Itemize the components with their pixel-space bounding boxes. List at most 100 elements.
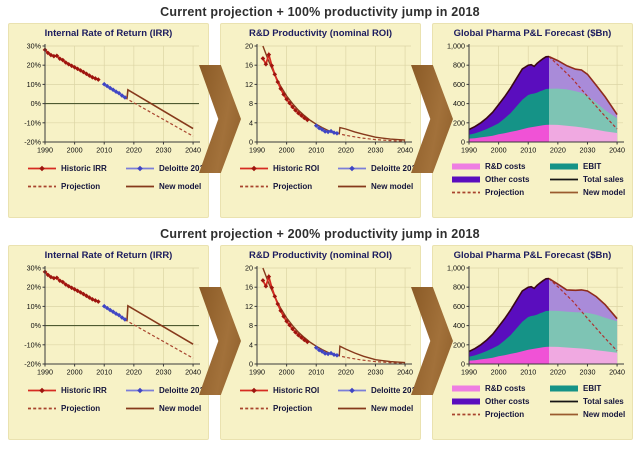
legend-swatch-icon [550, 400, 578, 403]
legend-swatch-icon [338, 387, 366, 394]
legend-label: Deloitte 2017 [371, 386, 421, 395]
svg-text:20%: 20% [27, 61, 42, 70]
legend-label: Historic IRR [61, 386, 107, 395]
svg-text:2010: 2010 [96, 368, 112, 377]
chart-legend: Historic IRR Deloitte 2017 Projection New m… [15, 163, 208, 192]
chart-canvas: 1990 2000 2010 2020 2030 2040 30% 20% 10% 0% -10% -… [15, 41, 204, 159]
legend-swatch-icon [240, 387, 268, 394]
legend-item: R&D costs [451, 383, 547, 394]
legend-label: New model [371, 182, 414, 191]
legend-swatch-icon [550, 191, 578, 194]
legend-item: Historic IRR [27, 385, 123, 396]
svg-text:2000: 2000 [279, 368, 295, 377]
legend-swatch-icon [338, 165, 366, 172]
legend-swatch-icon [452, 191, 480, 194]
legend-swatch-icon [550, 178, 578, 181]
legend-swatch-icon [452, 163, 480, 170]
svg-text:2000: 2000 [279, 146, 295, 155]
legend-item: New model [549, 187, 625, 198]
svg-text:400: 400 [453, 99, 465, 108]
legend-swatch-icon [338, 407, 366, 410]
legend-item: EBIT [549, 161, 625, 172]
legend-label: Deloitte 2017 [159, 386, 209, 395]
svg-text:20: 20 [245, 264, 253, 273]
svg-text:20%: 20% [27, 283, 42, 292]
svg-text:1990: 1990 [461, 146, 477, 155]
chart-legend: Historic ROI Deloitte 2017 Projection New m… [227, 163, 420, 192]
panel-row: Internal Rate of Return (IRR) 1990 2000 20… [0, 23, 640, 218]
legend-label: Total sales [583, 175, 624, 184]
svg-text:4: 4 [249, 340, 253, 349]
svg-text:1,000: 1,000 [447, 42, 465, 51]
legend-label: Historic IRR [61, 164, 107, 173]
legend-swatch-icon [240, 165, 268, 172]
legend-label: Other costs [485, 397, 530, 406]
svg-text:2030: 2030 [367, 146, 383, 155]
section-title: Current projection + 200% productivity j… [160, 227, 480, 241]
svg-text:2040: 2040 [185, 368, 201, 377]
legend-item: Deloitte 2017 [337, 385, 420, 396]
panel-row: Internal Rate of Return (IRR) 1990 2000 20… [0, 245, 640, 440]
svg-text:-20%: -20% [24, 138, 41, 147]
legend-item: New model [125, 403, 208, 414]
legend-item: New model [549, 409, 625, 420]
svg-text:2020: 2020 [338, 146, 354, 155]
chart-title: R&D Productivity (nominal ROI) [248, 28, 393, 39]
svg-text:0%: 0% [31, 99, 42, 108]
svg-text:0: 0 [249, 138, 253, 147]
legend-label: R&D costs [485, 384, 526, 393]
legend-label: Historic ROI [273, 164, 320, 173]
svg-text:10%: 10% [27, 80, 42, 89]
svg-text:2020: 2020 [550, 368, 566, 377]
chart-legend: Historic ROI Deloitte 2017 Projection New m… [227, 385, 420, 414]
svg-text:2020: 2020 [550, 146, 566, 155]
svg-text:10%: 10% [27, 302, 42, 311]
legend-label: New model [371, 404, 414, 413]
svg-text:30%: 30% [27, 264, 42, 273]
legend-label: Total sales [583, 397, 624, 406]
legend-label: Projection [273, 404, 313, 413]
chart-legend: R&D costs EBIT Other costs Total sales Proje… [439, 383, 626, 420]
legend-label: Deloitte 2017 [371, 164, 421, 173]
legend-item: Projection [451, 187, 547, 198]
legend-item: Deloitte 2017 [125, 163, 208, 174]
legend-swatch-icon [126, 407, 154, 410]
legend-swatch-icon [338, 185, 366, 188]
legend-swatch-icon [28, 185, 56, 188]
chart-legend: R&D costs EBIT Other costs Total sales Proje… [439, 161, 626, 198]
legend-item: Projection [239, 181, 335, 192]
legend-swatch-icon [452, 398, 480, 405]
chart-canvas: 1990 2000 2010 2020 2030 2040 30% 20% 10% 0% -10% -… [15, 263, 204, 381]
svg-text:1990: 1990 [461, 368, 477, 377]
legend-item: Other costs [451, 396, 547, 407]
legend-label: Projection [61, 404, 101, 413]
svg-text:1990: 1990 [249, 146, 265, 155]
legend-swatch-icon [126, 185, 154, 188]
legend-item: Deloitte 2017 [337, 163, 420, 174]
svg-text:30%: 30% [27, 42, 42, 51]
svg-text:2030: 2030 [579, 146, 595, 155]
svg-text:-20%: -20% [24, 360, 41, 369]
legend-label: New model [583, 410, 626, 419]
svg-text:4: 4 [249, 118, 253, 127]
roi-chart-panel: R&D Productivity (nominal ROI) 1990 2000 2… [220, 23, 421, 218]
legend-item: Projection [27, 181, 123, 192]
legend-label: Projection [485, 188, 525, 197]
chart-canvas: 1990 2000 2010 2020 2030 2040 20 16 12 8 4 0 [227, 263, 416, 381]
legend-label: Projection [61, 182, 101, 191]
section-200-jump: Current projection + 200% productivity j… [0, 225, 640, 440]
legend-label: EBIT [583, 162, 602, 171]
svg-text:2030: 2030 [367, 368, 383, 377]
legend-item: Projection [27, 403, 123, 414]
legend-label: New model [583, 188, 626, 197]
svg-text:12: 12 [245, 302, 253, 311]
svg-text:2000: 2000 [67, 368, 83, 377]
legend-item: New model [337, 181, 420, 192]
svg-text:2020: 2020 [126, 146, 142, 155]
svg-text:16: 16 [245, 61, 253, 70]
legend-label: Projection [273, 182, 313, 191]
legend-item: EBIT [549, 383, 625, 394]
svg-text:1990: 1990 [249, 368, 265, 377]
legend-label: New model [159, 182, 202, 191]
legend-swatch-icon [452, 385, 480, 392]
